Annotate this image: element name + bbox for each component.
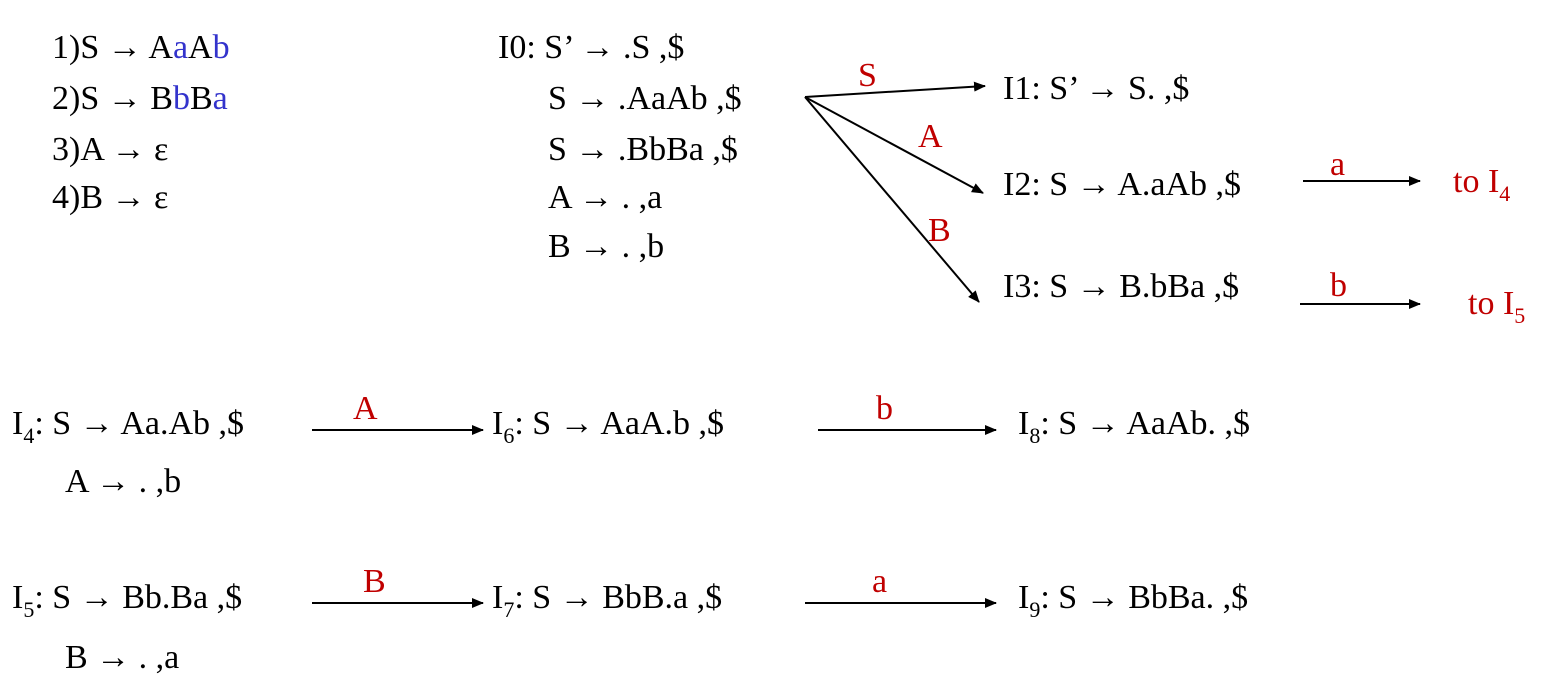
state-I0-item-4: B → . ,b — [548, 228, 665, 265]
state-I0-item-2: S → .BbBa ,$ — [548, 131, 738, 168]
state-I5-item-1: B → . ,a — [65, 639, 180, 676]
transition-label-I0-I2: A — [918, 118, 943, 155]
goto-ref-I4: to I4 — [1453, 163, 1511, 206]
arrow-I0-I3 — [804, 96, 980, 303]
arrow-I0-I1 — [804, 81, 986, 98]
state-I2: I2: S → A.aAb ,$ — [1003, 166, 1242, 203]
state-I4-item-1: A → . ,b — [65, 463, 182, 500]
transition-label-I4-I6: A — [353, 390, 378, 427]
state-I4-item-0: I4: S → Aa.Ab ,$ — [12, 405, 245, 448]
transition-label-I2-I4: a — [1330, 146, 1346, 183]
transition-label-I7-I9: a — [872, 563, 888, 600]
state-I3: I3: S → B.bBa ,$ — [1003, 268, 1240, 305]
grammar-rule-2: 2)S → BbBa — [52, 80, 228, 117]
state-I0-item-0: I0: S’ → .S ,$ — [498, 29, 685, 66]
transition-label-I6-I8: b — [876, 390, 893, 427]
arrow-I0-I2 — [804, 96, 984, 194]
state-I9: I9: S → BbBa. ,$ — [1018, 579, 1249, 622]
transition-label-I5-I7: B — [363, 563, 386, 600]
state-I0-label: I0 — [498, 29, 527, 66]
grammar-rule-3: 3)A → ε — [52, 131, 169, 168]
transition-label-I3-I5: b — [1330, 267, 1347, 304]
state-I0-item-3: A → . ,a — [548, 179, 663, 216]
grammar-rule-4: 4)B → ε — [52, 179, 169, 216]
goto-ref-I5: to I5 — [1468, 285, 1526, 328]
grammar-rule-1: 1)S → AaAb — [52, 29, 230, 66]
state-I6: I6: S → AaA.b ,$ — [492, 405, 725, 448]
state-I7: I7: S → BbB.a ,$ — [492, 579, 723, 622]
state-I1: I1: S’ → S. ,$ — [1003, 70, 1190, 107]
state-I0-item-1: S → .AaAb ,$ — [548, 80, 742, 117]
transition-label-I0-I1: S — [858, 57, 877, 94]
state-I5-item-0: I5: S → Bb.Ba ,$ — [12, 579, 243, 622]
transition-label-I0-I3: B — [928, 212, 951, 249]
state-I8: I8: S → AaAb. ,$ — [1018, 405, 1251, 448]
